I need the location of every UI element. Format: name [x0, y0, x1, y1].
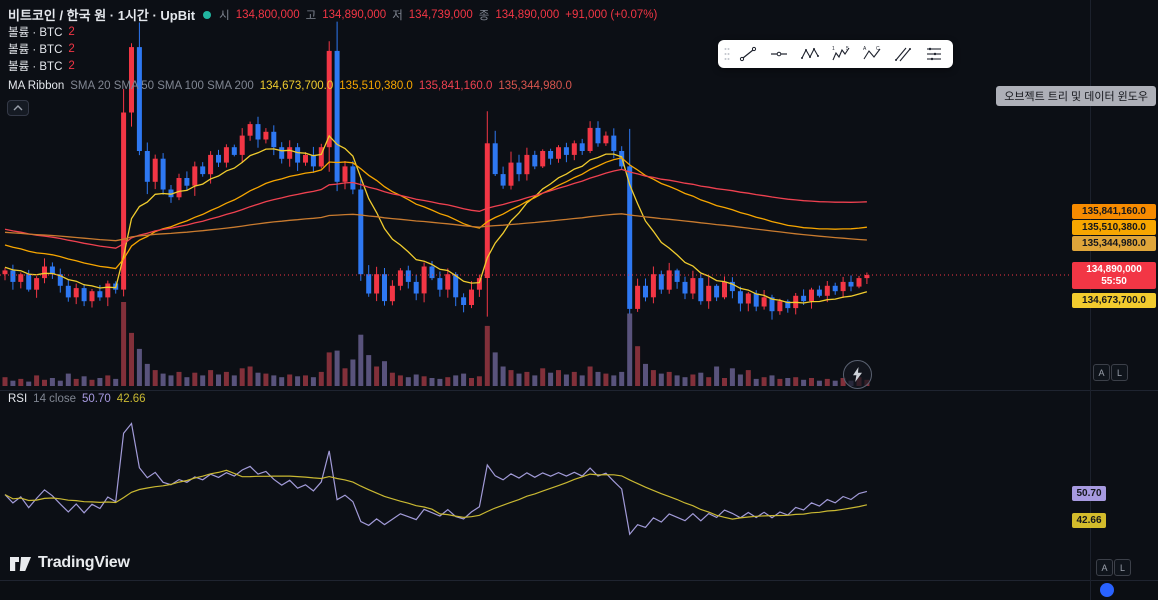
rsi-ma-value: 42.66 — [116, 393, 146, 405]
xabcd-pattern-tool[interactable] — [795, 42, 825, 66]
svg-text:C: C — [876, 46, 880, 52]
sma50-price-badge: 135,510,380.0 — [1072, 220, 1156, 235]
sma200-value: 135,344,980.0 — [498, 80, 572, 92]
chevron-up-icon — [13, 105, 23, 111]
auto-scale-button[interactable]: A — [1093, 364, 1110, 381]
volume-label[interactable]: 볼륨 · BTC — [8, 27, 63, 39]
log-scale-button[interactable]: L — [1111, 364, 1128, 381]
sma20-value: 134,673,700.0 — [259, 80, 334, 92]
horizontal-rays-icon — [927, 47, 941, 61]
time-axis-separator — [0, 580, 1158, 581]
high-value: 134,890,000 — [322, 8, 387, 21]
sma50-value: 135,510,380.0 — [339, 80, 413, 92]
horizontal-rays-tool[interactable] — [919, 42, 949, 66]
symbol-legend: 비트코인 / 한국 원 · 1시간 · UpBit 시 134,800,000 … — [8, 5, 657, 24]
svg-text:A: A — [863, 46, 867, 52]
low-value: 134,739,000 — [408, 8, 473, 21]
volume-value: 2 — [68, 26, 75, 38]
volume-legend-row: 볼륨 · BTC 2 — [8, 41, 75, 57]
parallel-channel-tool[interactable] — [888, 42, 918, 66]
close-label: 종 — [478, 9, 490, 22]
horizontal-line-icon — [771, 51, 787, 57]
current-price-value: 134,890,000 — [1086, 263, 1142, 275]
abc-pattern-tool[interactable]: A C — [857, 42, 887, 66]
sma100-price-badge: 135,841,160.0 — [1072, 204, 1156, 219]
pane-separator[interactable] — [0, 390, 1158, 391]
rsi-value-badge: 50.70 — [1072, 486, 1106, 501]
rsi-params: 14 close — [33, 393, 77, 405]
parallel-channel-icon — [895, 47, 911, 62]
rsi-value: 50.70 — [82, 393, 111, 405]
object-tree-tooltip: 오브젝트 트리 및 데이터 윈도우 — [996, 86, 1156, 106]
trend-line-tool[interactable] — [733, 42, 763, 66]
trend-line-icon — [739, 46, 757, 62]
tradingview-logo-text: TradingView — [38, 554, 130, 571]
rsi-legend: RSI 14 close 50.70 42.66 — [8, 393, 146, 405]
ma-ribbon-legend: MA Ribbon SMA 20 SMA 50 SMA 100 SMA 200 … — [8, 80, 572, 92]
horizontal-line-tool[interactable] — [764, 42, 794, 66]
legend-collapse-button[interactable] — [7, 100, 29, 116]
ma-ribbon-params: SMA 20 SMA 50 SMA 100 SMA 200 — [70, 80, 254, 92]
elliott-wave-tool[interactable]: 1 5 — [826, 42, 856, 66]
high-label: 고 — [305, 9, 317, 22]
rsi-log-scale-button[interactable]: L — [1114, 559, 1131, 576]
change-value: +91,000 (+0.07%) — [565, 8, 658, 21]
drag-dots-icon — [724, 48, 730, 60]
volume-label[interactable]: 볼륨 · BTC — [8, 61, 63, 73]
xabcd-pattern-icon — [801, 47, 819, 59]
volume-label[interactable]: 볼륨 · BTC — [8, 44, 63, 56]
lightning-bolt-icon — [853, 367, 862, 382]
rsi-title[interactable]: RSI — [8, 393, 28, 405]
open-label: 시 — [219, 9, 230, 22]
market-status-dot — [203, 10, 212, 19]
volume-legend-row: 볼륨 · BTC 2 — [8, 58, 75, 74]
bar-countdown: 55:50 — [1101, 275, 1127, 287]
open-value: 134,800,000 — [235, 8, 300, 21]
abc-pattern-icon: A C — [863, 46, 881, 60]
volume-value: 2 — [68, 60, 75, 72]
tradingview-logo[interactable]: TradingView — [10, 554, 130, 572]
sma20-price-badge: 134,673,700.0 — [1072, 293, 1156, 308]
volume-legend-row: 볼륨 · BTC 2 — [8, 24, 75, 40]
rsi-auto-scale-button[interactable]: A — [1096, 559, 1113, 576]
symbol-title[interactable]: 비트코인 / 한국 원 · 1시간 · UpBit — [8, 8, 196, 23]
svg-text:1: 1 — [832, 46, 835, 52]
time-axis[interactable] — [0, 580, 1158, 600]
close-value: 134,890,000 — [495, 8, 560, 21]
sma200-price-badge: 135,344,980.0 — [1072, 236, 1156, 251]
current-price-badge: 134,890,000 55:50 — [1072, 262, 1156, 289]
instant-trading-button[interactable] — [843, 360, 872, 389]
time-axis-clock-icon[interactable] — [1100, 583, 1114, 597]
ma-ribbon-title[interactable]: MA Ribbon — [8, 80, 65, 92]
sma100-value: 135,841,160.0 — [418, 80, 493, 92]
toolbar-drag-handle[interactable] — [722, 42, 732, 66]
drawing-toolbar[interactable]: 1 5 A C — [718, 40, 953, 68]
low-label: 저 — [392, 9, 403, 22]
volume-value: 2 — [68, 43, 75, 55]
rsi-ma-badge: 42.66 — [1072, 513, 1106, 528]
tradingview-mark-icon — [10, 556, 31, 571]
elliott-wave-icon: 1 5 — [832, 46, 850, 61]
svg-text:5: 5 — [846, 46, 849, 52]
